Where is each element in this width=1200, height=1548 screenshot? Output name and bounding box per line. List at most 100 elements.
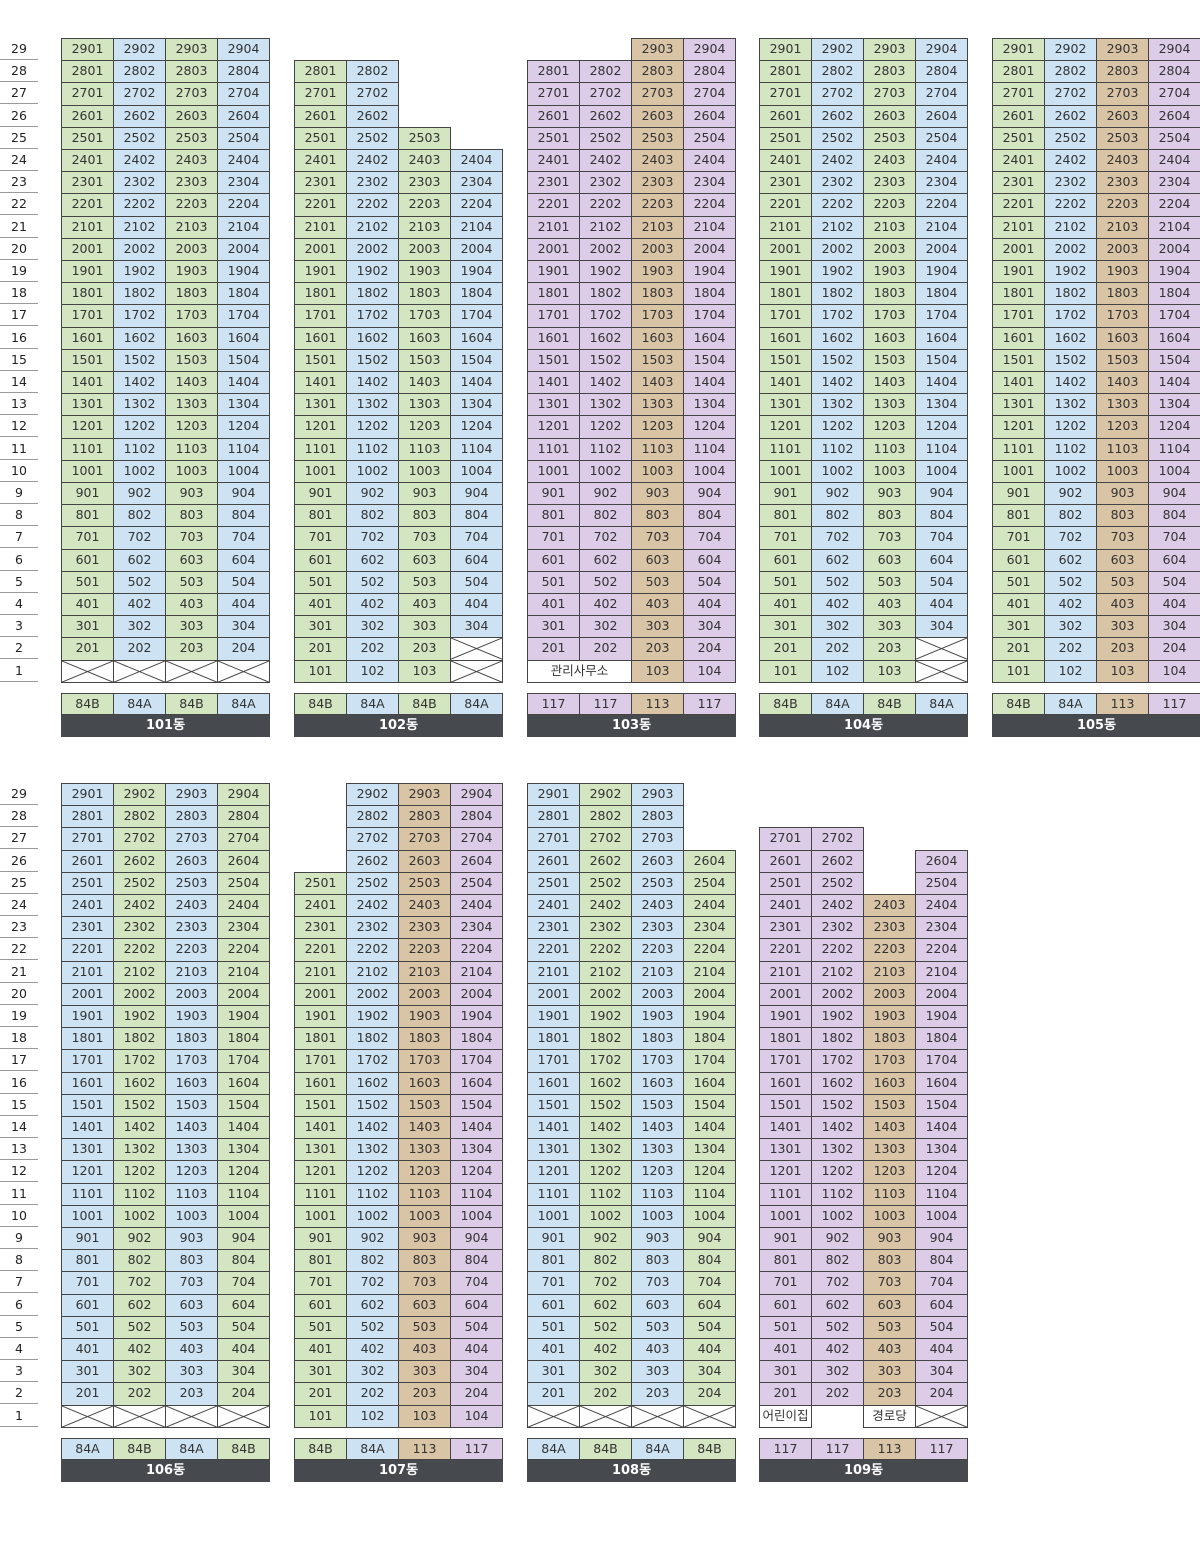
unit-cell[interactable]: 2701 [759, 82, 812, 106]
unit-cell[interactable]: 1702 [579, 304, 632, 328]
unit-cell[interactable]: 2803 [631, 805, 684, 829]
unit-cell[interactable]: 2502 [579, 871, 632, 895]
unit-cell[interactable]: 2602 [579, 104, 632, 128]
unit-cell[interactable]: 2101 [759, 215, 812, 239]
unit-cell[interactable]: 604 [915, 1293, 968, 1317]
unit-cell[interactable]: 804 [217, 1249, 270, 1273]
unit-cell[interactable]: 1302 [346, 393, 399, 417]
unit-cell[interactable]: 1101 [294, 437, 347, 461]
unit-cell[interactable]: 2403 [165, 894, 218, 918]
unit-cell[interactable]: 2002 [811, 982, 864, 1006]
unit-cell[interactable]: 102 [811, 659, 864, 683]
unit-cell[interactable]: 401 [992, 593, 1045, 617]
unit-cell[interactable]: 1501 [759, 1093, 812, 1117]
unit-cell[interactable]: 701 [61, 1271, 114, 1295]
unit-cell[interactable]: 2402 [346, 149, 399, 173]
unit-cell[interactable]: 604 [217, 1293, 270, 1317]
unit-cell[interactable]: 1604 [683, 326, 736, 350]
unit-cell[interactable]: 2401 [527, 149, 580, 173]
unit-cell[interactable]: 903 [631, 482, 684, 506]
unit-cell[interactable]: 403 [631, 593, 684, 617]
unit-cell[interactable]: 1604 [915, 326, 968, 350]
unit-cell[interactable]: 1902 [113, 1005, 166, 1029]
unit-cell[interactable]: 301 [527, 1360, 580, 1384]
unit-cell[interactable]: 1504 [217, 348, 270, 372]
unit-cell[interactable]: 2102 [579, 215, 632, 239]
unit-cell[interactable]: 1603 [631, 326, 684, 350]
unit-cell[interactable]: 1401 [759, 1116, 812, 1140]
unit-cell[interactable]: 1303 [398, 1138, 451, 1162]
unit-cell[interactable]: 1803 [863, 1027, 916, 1051]
unit-cell[interactable]: 502 [113, 1315, 166, 1339]
unit-cell[interactable]: 1904 [217, 260, 270, 284]
unit-cell[interactable]: 1504 [217, 1093, 270, 1117]
unit-cell[interactable]: 2403 [165, 149, 218, 173]
unit-cell[interactable]: 1204 [915, 415, 968, 439]
unit-cell[interactable]: 401 [527, 593, 580, 617]
unit-cell[interactable]: 2304 [217, 916, 270, 940]
unit-cell[interactable]: 2704 [450, 827, 503, 851]
unit-cell[interactable]: 2602 [113, 849, 166, 873]
unit-cell[interactable]: 701 [759, 526, 812, 550]
unit-cell[interactable]: 1402 [113, 1116, 166, 1140]
unit-cell[interactable]: 501 [61, 570, 114, 594]
unit-cell[interactable]: 2601 [992, 104, 1045, 128]
unit-cell[interactable]: 501 [294, 570, 347, 594]
unit-cell[interactable]: 2303 [398, 171, 451, 195]
unit-cell[interactable]: 2102 [579, 960, 632, 984]
unit-cell[interactable]: 302 [346, 1360, 399, 1384]
unit-cell[interactable]: 2304 [915, 171, 968, 195]
unit-cell[interactable]: 1301 [527, 393, 580, 417]
unit-cell[interactable]: 2502 [1044, 126, 1097, 150]
unit-cell[interactable]: 2401 [61, 894, 114, 918]
unit-cell[interactable]: 1801 [61, 282, 114, 306]
unit-cell[interactable]: 804 [1148, 504, 1200, 528]
unit-cell[interactable]: 2804 [450, 805, 503, 829]
unit-cell[interactable]: 1103 [165, 437, 218, 461]
unit-cell[interactable]: 2404 [915, 149, 968, 173]
unit-cell[interactable]: 1402 [346, 1116, 399, 1140]
unit-cell[interactable]: 202 [811, 637, 864, 661]
unit-cell[interactable]: 1704 [915, 304, 968, 328]
unit-cell[interactable]: 603 [398, 1293, 451, 1317]
unit-cell[interactable]: 2904 [683, 38, 736, 62]
unit-cell[interactable]: 802 [811, 1249, 864, 1273]
unit-cell[interactable]: 803 [1096, 504, 1149, 528]
unit-cell[interactable]: 2402 [811, 149, 864, 173]
unit-cell[interactable]: 903 [863, 482, 916, 506]
unit-cell[interactable]: 504 [915, 1315, 968, 1339]
unit-cell[interactable]: 1204 [915, 1160, 968, 1184]
unit-cell[interactable]: 802 [1044, 504, 1097, 528]
unit-cell[interactable]: 202 [1044, 637, 1097, 661]
unit-cell[interactable]: 204 [450, 1382, 503, 1406]
unit-cell[interactable]: 1302 [113, 1138, 166, 1162]
unit-cell[interactable]: 2404 [915, 894, 968, 918]
unit-cell[interactable]: 2601 [294, 104, 347, 128]
unit-cell[interactable]: 2802 [811, 60, 864, 84]
unit-cell[interactable]: 1002 [579, 459, 632, 483]
unit-cell[interactable]: 804 [683, 504, 736, 528]
unit-cell[interactable]: 2104 [1148, 215, 1200, 239]
unit-cell[interactable]: 703 [863, 526, 916, 550]
unit-cell[interactable]: 603 [863, 548, 916, 572]
unit-cell[interactable]: 1404 [217, 371, 270, 395]
unit-cell[interactable]: 901 [294, 482, 347, 506]
unit-cell[interactable]: 2302 [1044, 171, 1097, 195]
unit-cell[interactable]: 2804 [1148, 60, 1200, 84]
unit-cell[interactable]: 503 [1096, 570, 1149, 594]
unit-cell[interactable]: 2204 [915, 938, 968, 962]
unit-cell[interactable]: 102 [346, 1404, 399, 1428]
unit-cell[interactable]: 203 [1096, 637, 1149, 661]
unit-cell[interactable]: 1503 [1096, 348, 1149, 372]
unit-cell[interactable]: 1902 [346, 260, 399, 284]
unit-cell[interactable]: 1502 [579, 348, 632, 372]
unit-cell[interactable]: 1401 [527, 1116, 580, 1140]
unit-cell[interactable]: 2404 [683, 894, 736, 918]
unit-cell[interactable]: 2003 [631, 982, 684, 1006]
unit-cell[interactable]: 304 [450, 615, 503, 639]
unit-cell[interactable]: 2803 [165, 60, 218, 84]
unit-cell[interactable]: 202 [811, 1382, 864, 1406]
unit-cell[interactable]: 1402 [1044, 371, 1097, 395]
unit-cell[interactable]: 601 [759, 548, 812, 572]
unit-cell[interactable]: 2403 [863, 149, 916, 173]
